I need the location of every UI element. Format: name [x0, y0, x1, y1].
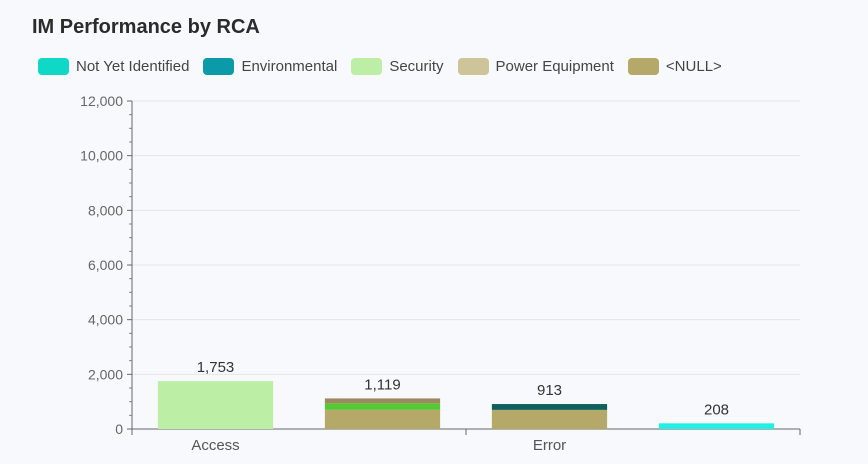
y-tick-label: 6,000 [88, 257, 123, 273]
legend: Not Yet Identified Environmental Securit… [38, 58, 736, 75]
y-tick-label: 4,000 [88, 312, 123, 328]
legend-swatch [351, 58, 383, 75]
y-tick-label: 12,000 [80, 93, 123, 109]
legend-label: Security [389, 58, 444, 75]
y-tick-label: 8,000 [88, 202, 123, 218]
legend-label: <NULL> [665, 58, 722, 75]
legend-label: Not Yet Identified [76, 58, 190, 75]
legend-item-null[interactable]: <NULL> [627, 58, 722, 75]
chart-title: IM Performance by RCA [32, 16, 260, 38]
legend-item-power-equipment[interactable]: Power Equipment [457, 58, 614, 75]
legend-item-environmental[interactable]: Environmental [203, 58, 337, 75]
bar-value-label: 1,119 [364, 376, 400, 393]
y-tick-label: 10,000 [80, 148, 123, 164]
legend-swatch [457, 58, 489, 75]
legend-swatch [627, 58, 659, 75]
bar-value-label: 913 [537, 382, 562, 399]
legend-item-not-yet-identified[interactable]: Not Yet Identified [38, 58, 189, 75]
bar-segment [658, 423, 775, 429]
bar-segment [324, 398, 441, 404]
bar-segment [491, 404, 608, 410]
bar-segment [324, 409, 441, 429]
y-tick-label: 0 [115, 421, 123, 437]
legend-swatch [38, 58, 69, 75]
legend-item-security[interactable]: Security [351, 58, 444, 75]
x-tick-label: Access [191, 437, 239, 454]
legend-label: Power Equipment [495, 58, 614, 75]
y-tick-label: 2,000 [88, 366, 123, 382]
bar-segment [324, 403, 441, 410]
x-tick-label: Error [533, 437, 566, 454]
bar-segment [491, 409, 608, 429]
bar-value-label: 1,753 [197, 359, 235, 376]
bar-value-label: 208 [704, 401, 729, 418]
legend-swatch [203, 58, 235, 75]
bar-segment [157, 381, 274, 429]
legend-label: Environmental [241, 58, 338, 75]
